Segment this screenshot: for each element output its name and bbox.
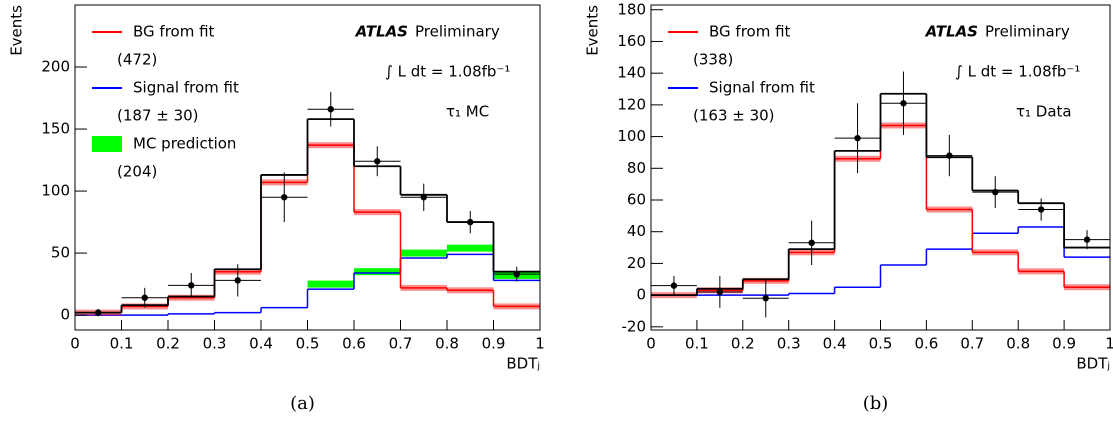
y-tick-label: 80 <box>627 159 646 177</box>
x-tick-label: 0.5 <box>869 335 893 353</box>
y-tick-label: 180 <box>617 0 646 18</box>
y-tick-label: 40 <box>627 222 646 240</box>
y-tick-label: 20 <box>627 254 646 272</box>
y-axis-label: Events <box>8 5 26 56</box>
x-tick-label: 0.2 <box>156 335 180 353</box>
legend-label: Signal from fit <box>709 79 815 97</box>
panel: 0 50 100 150 200 0 0.1 0.2 0.3 0.4 0.5 0.6 0.7 0.8 0.9… <box>8 5 545 414</box>
legend-yield: (163 ± 30) <box>693 107 775 125</box>
data-point <box>421 194 427 200</box>
data-point <box>514 271 520 277</box>
data-point <box>467 219 473 225</box>
y-tick-label: 0 <box>60 306 70 324</box>
y-tick-label: 100 <box>41 182 70 200</box>
x-tick-label: 0.6 <box>342 335 366 353</box>
atlas-status: Preliminary <box>985 23 1070 41</box>
x-tick-label: 0.8 <box>435 335 459 353</box>
data-point <box>671 282 677 288</box>
legend-yield: (204) <box>117 163 157 181</box>
luminosity: ∫ L dt = 1.08fb⁻¹ <box>955 63 1080 81</box>
y-tick-label: 50 <box>51 244 70 262</box>
y-tick-label: 60 <box>627 191 646 209</box>
series-step <box>354 268 401 275</box>
data-point <box>374 158 380 164</box>
atlas-label: ATLAS <box>925 23 978 41</box>
sample-label: τ₁ MC <box>446 103 489 121</box>
x-tick-label: 0.9 <box>1052 335 1076 353</box>
y-tick-label: 160 <box>617 32 646 50</box>
data-point <box>946 152 952 158</box>
x-tick-label: 0.4 <box>249 335 273 353</box>
x-tick-label: 1 <box>1105 335 1113 353</box>
data-point <box>95 309 101 315</box>
x-tick-label: 0.3 <box>777 335 801 353</box>
atlas-status: Preliminary <box>415 23 500 41</box>
x-tick-label: 0.1 <box>110 335 134 353</box>
caption: (b) <box>863 393 889 414</box>
y-tick-label: -20 <box>622 317 647 335</box>
y-tick-label: 120 <box>617 95 646 113</box>
data-point <box>717 289 723 295</box>
legend-label: BG from fit <box>709 23 791 41</box>
y-tick-label: 200 <box>41 58 70 76</box>
data-point <box>763 295 769 301</box>
data-point <box>992 189 998 195</box>
series-step <box>308 281 355 288</box>
atlas-label: ATLAS <box>355 23 408 41</box>
x-tick-label: 0.7 <box>389 335 413 353</box>
x-tick-label: 0.4 <box>823 335 847 353</box>
legend-label: Signal from fit <box>133 79 239 97</box>
series-step <box>447 245 494 252</box>
x-tick-label: 0.3 <box>203 335 227 353</box>
data-point <box>142 295 148 301</box>
legend-yield: (472) <box>117 51 157 69</box>
data-point <box>808 240 814 246</box>
x-tick-label: 0.9 <box>482 335 506 353</box>
legend-label: BG from fit <box>133 23 215 41</box>
caption: (a) <box>290 393 315 414</box>
x-axis-label: BDTⱼ <box>1076 355 1110 373</box>
y-tick-label: 100 <box>617 127 646 145</box>
x-axis-label: BDTⱼ <box>506 355 540 373</box>
data-point <box>1038 206 1044 212</box>
y-tick-label: 0 <box>636 286 646 304</box>
luminosity: ∫ L dt = 1.08fb⁻¹ <box>385 63 510 81</box>
x-tick-label: 0.7 <box>960 335 984 353</box>
x-tick-label: 0 <box>70 335 80 353</box>
data-point <box>1084 236 1090 242</box>
y-tick-label: 140 <box>617 64 646 82</box>
x-tick-label: 0.2 <box>731 335 755 353</box>
data-point <box>900 100 906 106</box>
x-tick-label: 0.5 <box>296 335 320 353</box>
data-point <box>188 282 194 288</box>
legend-swatch <box>92 136 122 152</box>
y-tick-label: 150 <box>41 120 70 138</box>
legend-yield: (187 ± 30) <box>117 107 199 125</box>
legend-yield: (338) <box>693 51 733 69</box>
x-tick-label: 0.6 <box>914 335 938 353</box>
data-point <box>328 106 334 112</box>
legend-label: MC prediction <box>133 135 236 153</box>
sample-label: τ₁ Data <box>1016 103 1072 121</box>
x-tick-label: 0.8 <box>1006 335 1030 353</box>
x-tick-label: 1 <box>535 335 545 353</box>
data-point <box>854 135 860 141</box>
y-axis-label: Events <box>584 5 602 56</box>
data-point <box>281 194 287 200</box>
data-point <box>235 277 241 283</box>
series-step <box>401 250 448 257</box>
x-tick-label: 0 <box>646 335 656 353</box>
x-tick-label: 0.1 <box>685 335 709 353</box>
